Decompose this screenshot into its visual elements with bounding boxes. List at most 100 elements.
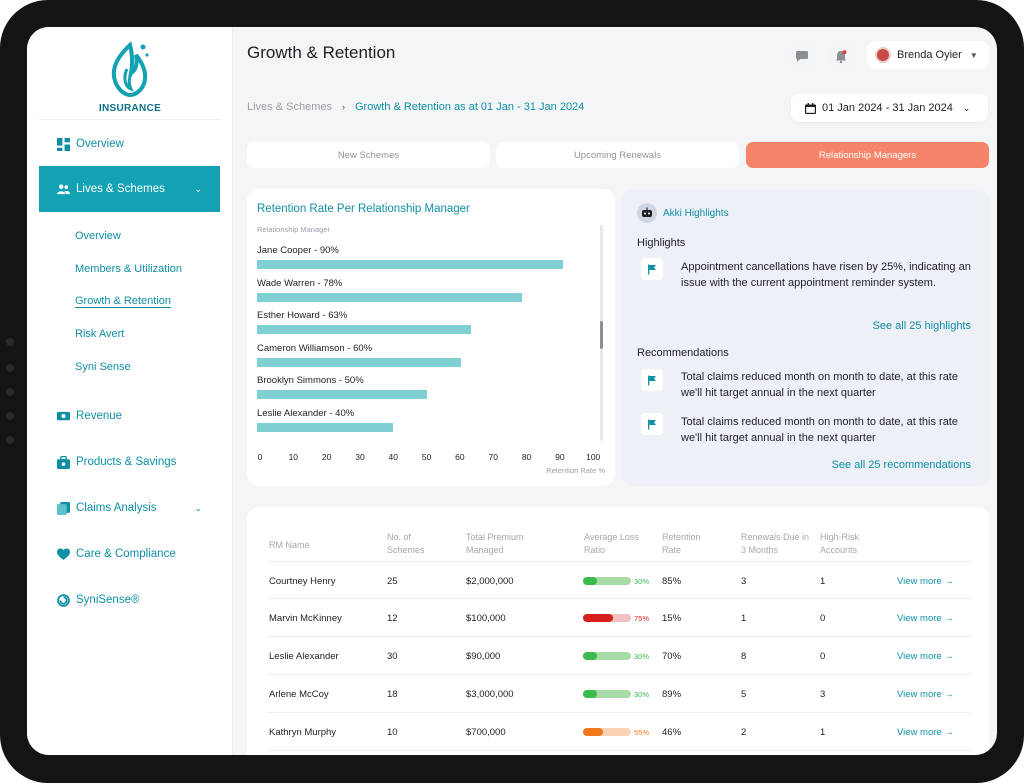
loss-ratio-value: 30% [634, 690, 650, 699]
device-button [6, 388, 14, 396]
date-range-picker[interactable]: 01 Jan 2024 - 31 Jan 2024 ⌄ [791, 94, 988, 122]
nav-item-products-savings[interactable]: Products & Savings [39, 444, 220, 480]
view-more-link[interactable]: View more → [897, 689, 954, 700]
device-button [6, 338, 14, 346]
column-header: RM Name [269, 540, 310, 550]
loss-ratio-value: 75% [634, 614, 650, 623]
chevron-down-icon: ⌄ [962, 102, 971, 113]
breadcrumb: Lives & Schemes › Growth & Retention as … [247, 101, 584, 113]
loss-ratio-bar [583, 652, 631, 660]
spiral-icon [57, 593, 70, 607]
table-row: Kathryn Murphy 10 $700,000 46% 2 1 55% View mor… [267, 713, 971, 751]
loss-ratio-fill [583, 728, 604, 736]
scheme-count: 18 [387, 689, 398, 700]
loss-ratio-bar [583, 728, 631, 736]
chart-y-axis-label: Relationship Manager [257, 225, 330, 234]
sidebar-divider [39, 119, 221, 120]
column-header: Retention Rate [662, 532, 701, 555]
people-icon [57, 183, 70, 194]
column-header: No. of Schemes [387, 532, 425, 555]
premium-managed: $2,000,000 [466, 576, 514, 587]
nav-item-care-compliance[interactable]: Care & Compliance [39, 536, 220, 572]
chat-icon [796, 50, 808, 62]
nav-label: Claims Analysis [76, 502, 157, 514]
akki-highlights-title: Akki Highlights [663, 208, 729, 219]
brand-logo[interactable]: INSURANCE [87, 39, 173, 121]
retention-rate: 70% [662, 651, 682, 662]
nav-item-synisense[interactable]: SyniSense® [39, 582, 220, 618]
bar-label: Esther Howard - 63% [257, 310, 348, 322]
grid-icon [57, 137, 70, 151]
chart-bar[interactable] [257, 260, 563, 269]
see-all-highlights-link[interactable]: See all 25 highlights [872, 320, 971, 332]
loss-ratio-value: 55% [634, 728, 650, 737]
chart-bar[interactable] [257, 357, 461, 367]
x-tick-label: 40 [388, 452, 398, 462]
chart-scrollbar-thumb[interactable] [600, 321, 603, 349]
bag-icon [57, 455, 70, 469]
table-row: Leslie Alexander 30 $90,000 70% 8 0 30% View mo… [267, 637, 971, 675]
messages-button[interactable] [789, 43, 815, 69]
chart-bar[interactable] [257, 423, 393, 432]
renewals-due: 2 [741, 727, 747, 738]
bar-label: Brooklyn Simmons - 50% [257, 375, 364, 387]
tab-new-schemes[interactable]: New Schemes [247, 142, 490, 168]
bell-icon [836, 49, 847, 63]
chart-bar[interactable] [257, 325, 472, 335]
bar-label: Leslie Alexander - 40% [257, 408, 355, 419]
loss-ratio-bar [583, 690, 631, 698]
loss-ratio-fill [583, 690, 598, 698]
date-range-value: 01 Jan 2024 - 31 Jan 2024 [822, 102, 953, 114]
view-more-link[interactable]: View more → [897, 576, 954, 587]
nav-item-overview[interactable]: Overview [39, 126, 220, 162]
sub-item-overview[interactable]: Overview [75, 230, 121, 242]
sub-item-growth-retention[interactable]: Growth & Retention [75, 295, 171, 307]
user-menu[interactable]: Brenda Oyier ▼ [867, 41, 989, 69]
flag-icon [641, 413, 663, 435]
retention-rate: 46% [662, 727, 682, 738]
renewals-due: 8 [741, 651, 747, 662]
nav-label: Overview [76, 138, 124, 150]
view-more-link[interactable]: View more → [897, 727, 954, 738]
recommendation-text: Total claims reduced month on month to d… [681, 416, 958, 444]
chart-bar[interactable] [257, 390, 427, 400]
x-tick-label: 80 [521, 452, 532, 462]
tab-upcoming-renewals[interactable]: Upcoming Renewals [496, 142, 739, 168]
rm-name: Arlene McCoy [269, 689, 329, 700]
retention-rate: 85% [662, 576, 682, 587]
documents-icon [57, 501, 70, 515]
sub-item-syni-sense[interactable]: Syni Sense [75, 361, 131, 373]
chevron-down-icon[interactable]: ⌄ [194, 183, 202, 194]
column-header: Renewals Due in 3 Months [741, 532, 810, 555]
breadcrumb-parent[interactable]: Lives & Schemes [247, 101, 332, 113]
retention-rate: 89% [662, 689, 682, 700]
see-all-recommendations-link[interactable]: See all 25 recommendations [831, 459, 971, 471]
nav-item-revenue[interactable]: Revenue [39, 398, 220, 434]
chevron-down-icon[interactable]: ⌄ [194, 502, 202, 513]
x-tick-label: 100 [586, 452, 601, 462]
high-risk-accounts: 1 [820, 727, 826, 738]
x-tick-label: 70 [488, 452, 498, 462]
table-row: Arlene McCoy 18 $3,000,000 89% 5 3 30% View mor… [267, 675, 971, 713]
nav-item-claims-analysis[interactable]: Claims Analysis ⌄ [39, 490, 220, 526]
sub-item-members-utilization[interactable]: Members & Utilization [75, 263, 182, 275]
chart-bar[interactable] [257, 292, 523, 302]
high-risk-accounts: 0 [820, 651, 826, 662]
high-risk-accounts: 1 [820, 576, 826, 587]
view-more-link[interactable]: View more → [897, 651, 954, 662]
column-header: Total Premium Managed [466, 532, 524, 555]
renewals-due: 1 [741, 613, 747, 624]
premium-managed: $100,000 [466, 613, 506, 624]
sub-item-risk-avert[interactable]: Risk Avert [75, 328, 125, 340]
loss-ratio-fill [583, 577, 598, 585]
nav-item-lives-schemes[interactable]: Lives & Schemes ⌄ [39, 166, 220, 212]
flag-icon [641, 258, 663, 280]
flag-icon [641, 369, 663, 391]
heart-icon [57, 548, 70, 560]
notifications-button[interactable] [828, 43, 854, 69]
tab-relationship-managers[interactable]: Relationship Managers [746, 142, 989, 168]
view-more-link[interactable]: View more → [897, 613, 954, 624]
scheme-count: 30 [387, 651, 398, 662]
device-button [6, 412, 14, 420]
